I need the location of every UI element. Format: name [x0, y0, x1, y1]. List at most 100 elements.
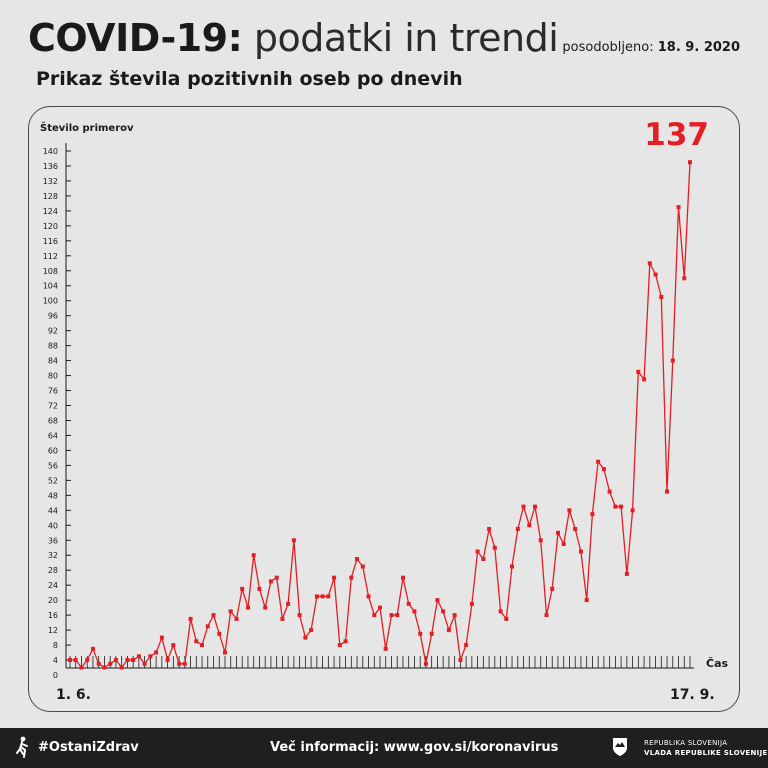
data-point	[131, 658, 136, 662]
data-point	[372, 613, 377, 618]
series-line	[70, 162, 691, 669]
data-point	[108, 661, 113, 666]
data-point	[188, 616, 193, 621]
data-point	[538, 538, 543, 543]
data-point	[360, 564, 365, 569]
data-point	[642, 377, 647, 382]
y-tick-label: 104	[43, 282, 58, 291]
series-points	[68, 160, 692, 670]
data-point	[624, 571, 629, 576]
y-tick-label: 80	[48, 372, 58, 381]
x-axis-label: Čas	[706, 657, 728, 670]
data-point	[435, 598, 440, 603]
data-point	[665, 489, 669, 494]
data-point	[223, 650, 227, 655]
data-point	[659, 295, 664, 299]
data-point	[515, 527, 520, 531]
data-point	[601, 467, 606, 472]
y-tick-label: 20	[48, 596, 58, 605]
data-point	[423, 661, 428, 666]
data-point	[165, 658, 170, 662]
data-point	[682, 276, 687, 281]
data-point	[613, 504, 618, 509]
gov-line-2: VLADA REPUBLIKE SLOVENIJE	[644, 749, 768, 757]
data-point	[113, 658, 118, 662]
data-point	[441, 609, 446, 614]
y-tick-label: 56	[48, 461, 58, 470]
data-point	[291, 538, 296, 543]
data-point	[286, 601, 291, 606]
y-tick-label: 60	[48, 446, 58, 455]
data-point	[567, 508, 572, 513]
x-ticks	[69, 656, 691, 668]
data-point	[251, 553, 256, 558]
y-tick-label: 112	[43, 252, 58, 261]
data-point	[469, 601, 474, 606]
data-point	[452, 613, 457, 618]
data-point	[102, 665, 107, 670]
data-point	[246, 605, 250, 610]
data-point	[636, 369, 641, 374]
y-tick-label: 88	[48, 342, 58, 351]
data-point	[234, 616, 239, 621]
data-point	[142, 661, 147, 666]
y-tick-label: 16	[48, 611, 58, 620]
data-point	[492, 545, 497, 550]
y-tick-label: 12	[48, 626, 58, 635]
data-point	[355, 557, 359, 561]
data-point	[320, 594, 325, 599]
title-bold: COVID-19:	[28, 16, 243, 60]
updated-label: posodobljeno:	[562, 40, 654, 55]
y-tick-label: 40	[48, 521, 58, 530]
data-point	[550, 586, 555, 591]
y-tick-label: 84	[48, 357, 58, 366]
data-point	[125, 658, 130, 662]
data-point	[280, 616, 285, 621]
data-point	[578, 549, 583, 554]
data-point	[521, 504, 526, 509]
data-point	[676, 205, 681, 210]
data-point	[412, 609, 417, 614]
data-point	[607, 489, 612, 494]
data-point	[590, 512, 595, 517]
data-point	[200, 643, 204, 648]
data-point	[475, 549, 480, 554]
line-chart: 0481216202428323640444852566064687276808…	[40, 117, 728, 703]
data-point	[154, 650, 159, 655]
government-label: REPUBLIKA SLOVENIJA VLADA REPUBLIKE SLOV…	[644, 738, 768, 758]
x-start-label: 1. 6.	[56, 687, 91, 703]
data-point	[527, 523, 532, 528]
data-point	[268, 579, 273, 584]
data-point	[205, 624, 210, 629]
data-point	[182, 661, 187, 666]
info-link[interactable]: Več informacij: www.gov.si/koronavirus	[270, 740, 559, 755]
y-tick-label: 48	[48, 491, 58, 500]
footer-bar: #OstaniZdrav Več informacij: www.gov.si/…	[0, 728, 768, 768]
y-tick-label: 28	[48, 566, 58, 575]
y-tick-label: 4	[53, 656, 58, 665]
data-point	[314, 594, 319, 599]
hashtag-link[interactable]: #OstaniZdrav	[38, 740, 139, 755]
data-point	[401, 575, 405, 580]
y-ticks: 0481216202428323640444852566064687276808…	[43, 147, 71, 680]
data-point	[73, 658, 78, 662]
updated-date: 18. 9. 2020	[657, 40, 740, 55]
slovenia-crest-icon	[613, 738, 627, 756]
page-title: COVID-19: podatki in trendi	[28, 14, 559, 62]
runner-icon	[16, 736, 28, 758]
y-tick-label: 0	[53, 671, 58, 680]
data-point	[177, 661, 182, 666]
y-tick-label: 72	[48, 402, 58, 411]
data-point	[544, 613, 549, 618]
data-point	[337, 643, 342, 648]
y-tick-label: 96	[48, 312, 58, 321]
data-point	[498, 609, 503, 614]
data-point	[148, 654, 153, 659]
gov-line-1: REPUBLIKA SLOVENIJA	[644, 739, 728, 747]
y-tick-label: 92	[48, 327, 58, 336]
data-point	[263, 605, 268, 610]
updated-stamp: posodobljeno: 18. 9. 2020	[562, 40, 740, 55]
data-point	[446, 628, 451, 633]
data-point	[630, 508, 635, 513]
data-point	[556, 530, 560, 535]
